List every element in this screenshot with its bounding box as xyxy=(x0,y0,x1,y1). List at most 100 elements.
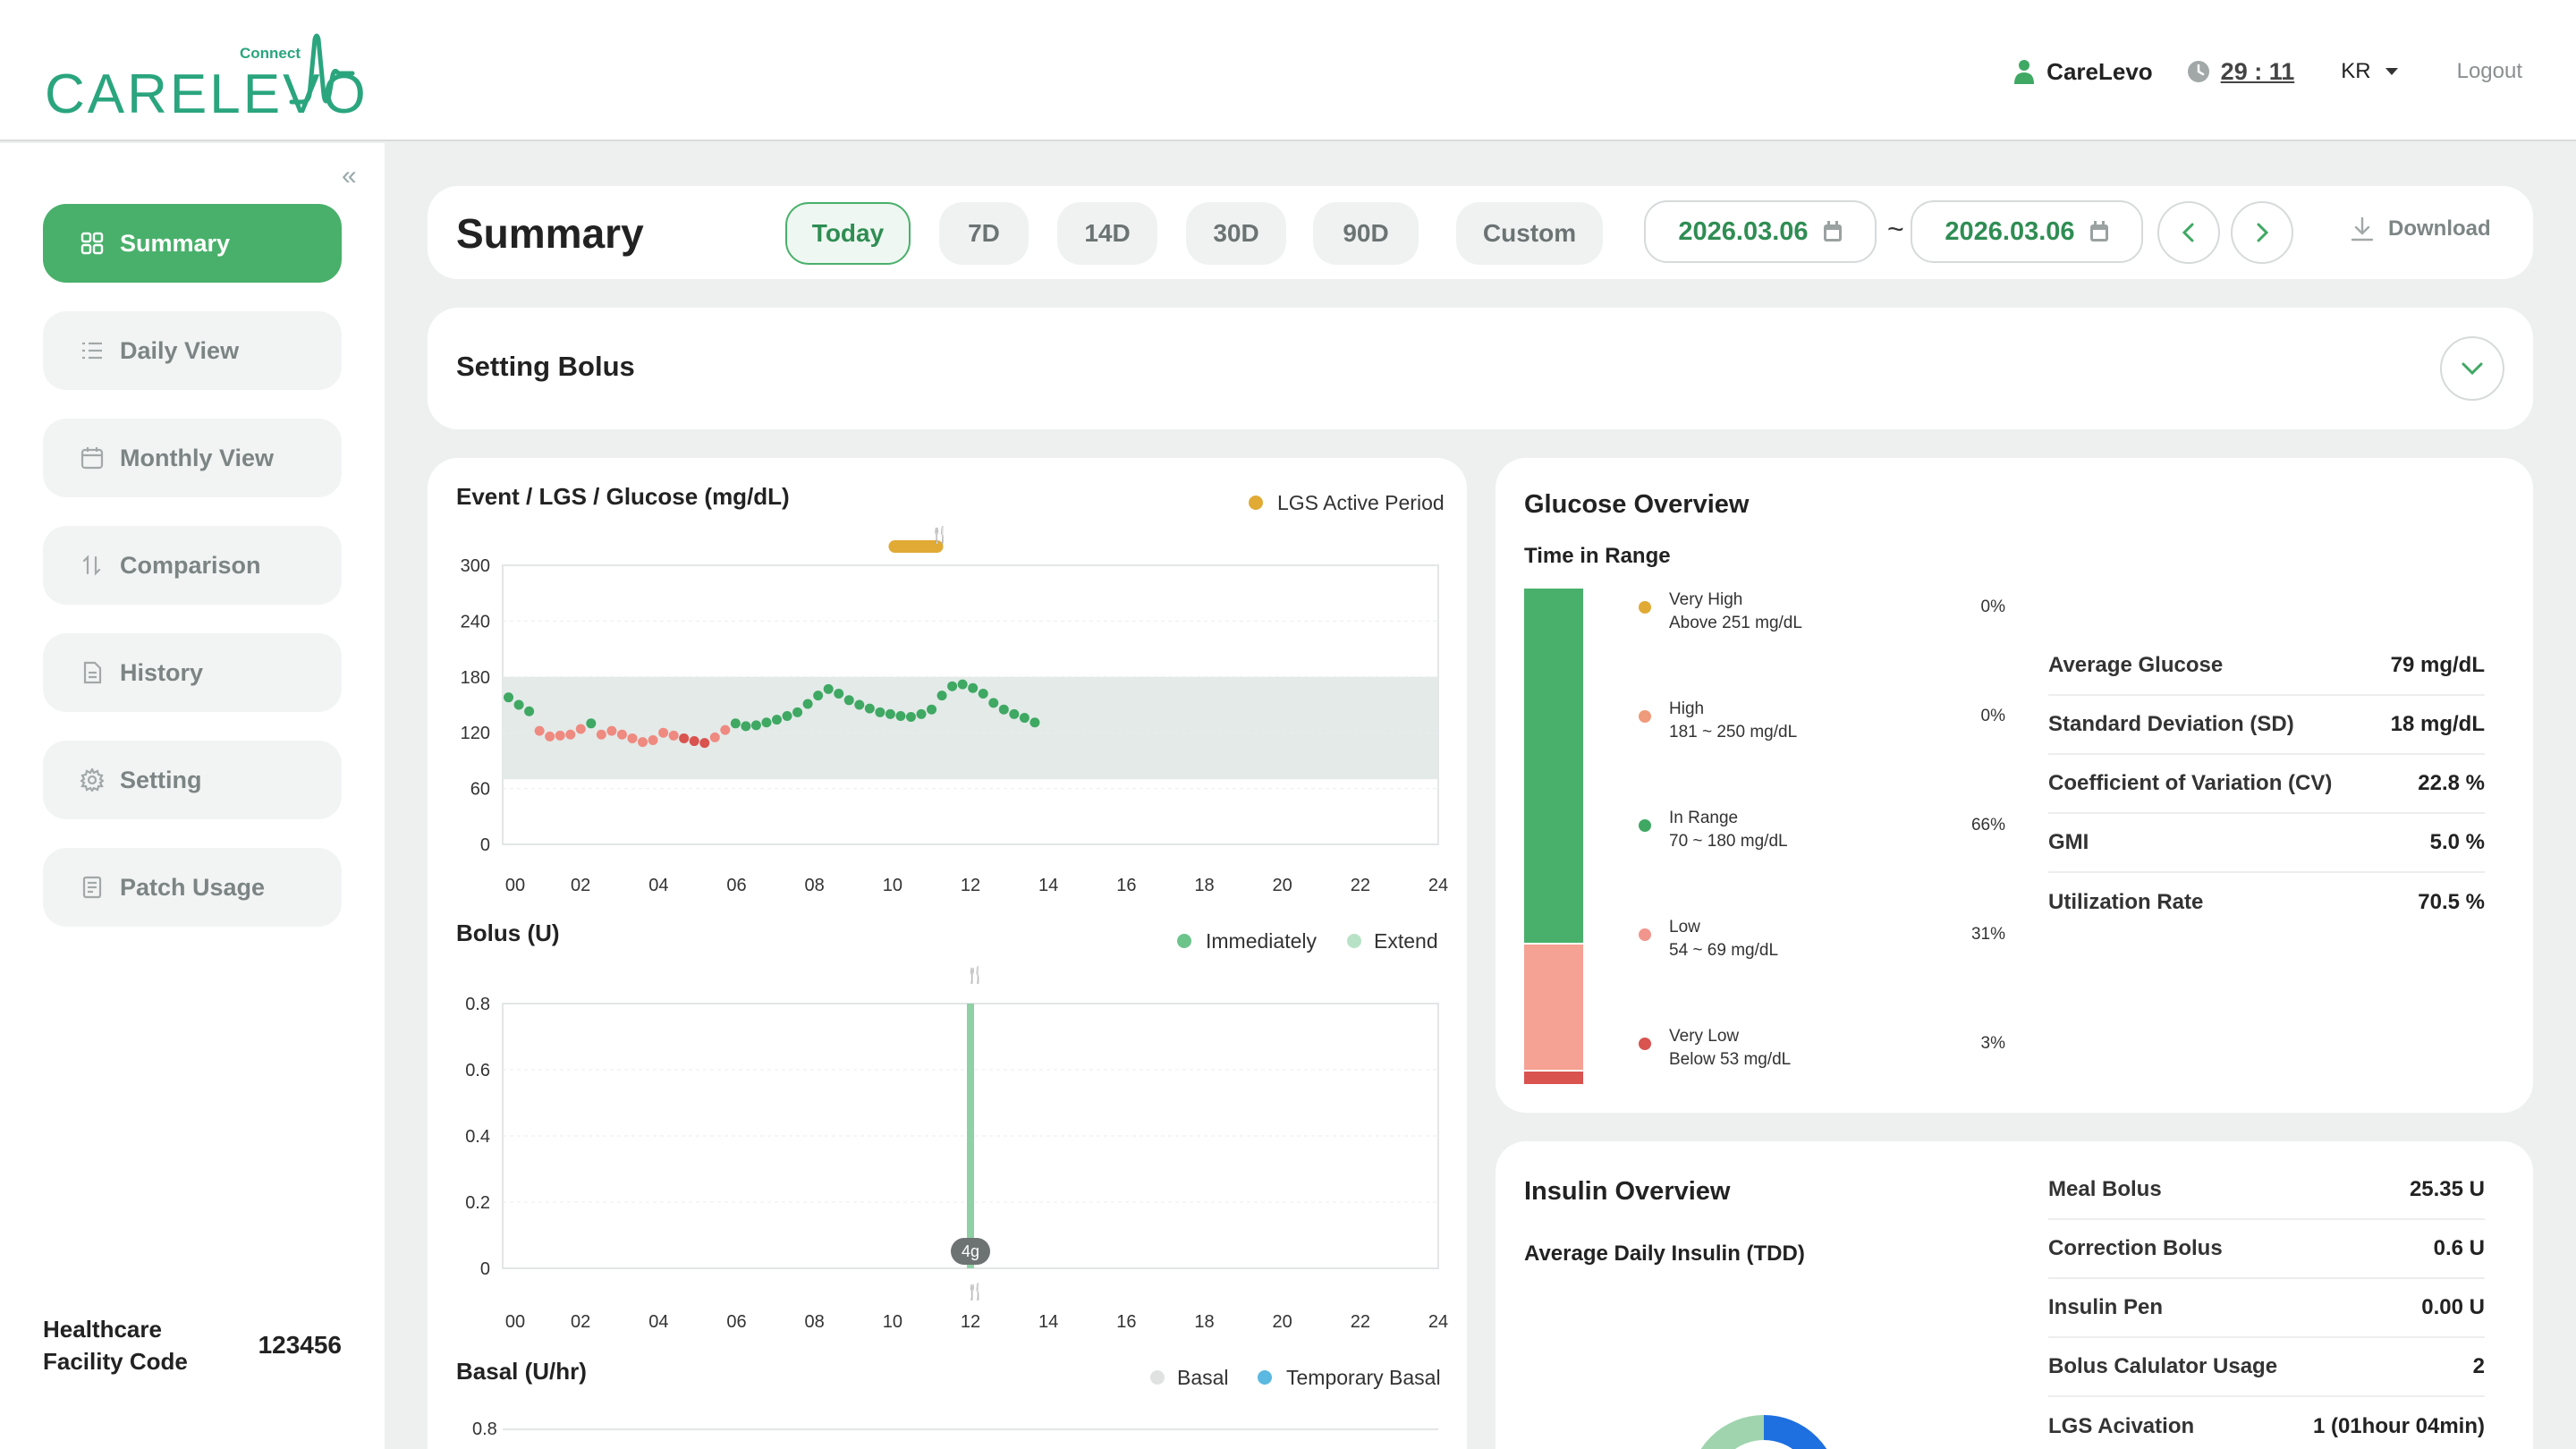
setting-bolus-panel: Setting Bolus xyxy=(428,308,2533,429)
stat-label: LGS Acivation xyxy=(2048,1414,2195,1438)
setting-bolus-title: Setting Bolus xyxy=(456,351,635,382)
tdd-label: Average Daily Insulin (TDD) xyxy=(1524,1241,1805,1266)
sidebar-item-label: History xyxy=(120,658,204,686)
temp-basal-legend-dot xyxy=(1258,1370,1272,1385)
tir-label: Very High xyxy=(1669,590,1743,609)
glucose-plot: 🍴 xyxy=(503,525,1438,790)
download-button[interactable]: Download xyxy=(2351,216,2491,242)
bolus-y-axis: 0.8 0.6 0.4 0.2 0 xyxy=(465,995,490,1279)
range-30d-button[interactable]: 30D xyxy=(1186,202,1286,265)
glucose-x-tick: 24 xyxy=(1428,876,1448,895)
meal-event-icon: 🍴 xyxy=(965,1282,985,1301)
session-timer[interactable]: 29 : 11 xyxy=(2187,57,2295,86)
glucose-point xyxy=(905,712,916,723)
range-7d-button[interactable]: 7D xyxy=(939,202,1029,265)
range-90d-button[interactable]: 90D xyxy=(1313,202,1419,265)
bolus-x-tick: 00 xyxy=(505,1312,525,1332)
collapse-sidebar-icon[interactable]: « xyxy=(342,161,357,191)
glucose-x-tick: 12 xyxy=(961,876,980,895)
immediately-legend-label: Immediately xyxy=(1206,929,1317,953)
expand-setting-bolus-button[interactable] xyxy=(2440,336,2504,401)
stat-value: 2 xyxy=(2472,1354,2485,1378)
carelevo-logo[interactable]: Connect CARELEVO xyxy=(45,32,367,125)
range-today-button[interactable]: Today xyxy=(785,202,911,265)
user-menu[interactable]: CareLevo xyxy=(2014,58,2153,86)
glucose-point xyxy=(771,715,782,725)
glucose-x-tick: 14 xyxy=(1038,876,1058,895)
stat-value: 70.5 % xyxy=(2418,890,2485,914)
basal-legend-label: Basal xyxy=(1177,1366,1229,1389)
glucose-y-tick: 240 xyxy=(461,612,490,631)
stat-standard-deviation: Standard Deviation (SD) 18 mg/dL xyxy=(2048,696,2485,755)
end-date-picker[interactable]: 2026.03.06 xyxy=(1911,200,2143,263)
glucose-point xyxy=(750,720,761,731)
stat-label: Bolus Calulator Usage xyxy=(2048,1354,2278,1378)
language-select[interactable]: KR xyxy=(2341,59,2398,84)
sidebar-item-comparison[interactable]: Comparison xyxy=(43,526,342,605)
sidebar-item-monthly-view[interactable]: Monthly View xyxy=(43,419,342,497)
extend-legend-label: Extend xyxy=(1374,929,1438,953)
glucose-x-tick: 20 xyxy=(1273,876,1292,895)
sidebar-item-label: Comparison xyxy=(120,551,261,579)
meal-event-icon: 🍴 xyxy=(965,965,985,985)
sidebar-item-daily-view[interactable]: Daily View xyxy=(43,311,342,390)
sidebar-item-label: Summary xyxy=(120,229,231,257)
tir-pct: 3% xyxy=(1980,1034,2005,1053)
sidebar-item-history[interactable]: History xyxy=(43,633,342,712)
immediately-legend-dot xyxy=(1177,934,1191,948)
start-date-picker[interactable]: 2026.03.06 xyxy=(1644,200,1877,263)
next-period-button[interactable] xyxy=(2231,201,2293,264)
tir-low-text: Low 54 ~ 69 mg/dL xyxy=(1669,916,1935,962)
glucose-y-tick: 0 xyxy=(480,835,490,855)
stat-utilization-rate: Utilization Rate 70.5 % xyxy=(2048,873,2485,932)
glucose-point xyxy=(689,736,699,747)
glucose-point xyxy=(545,731,555,741)
glucose-point xyxy=(720,724,731,735)
tdd-donut-segment-basal xyxy=(1763,1415,1827,1449)
glucose-point xyxy=(947,681,958,691)
user-icon xyxy=(2014,60,2035,84)
glucose-point xyxy=(1030,717,1040,728)
lgs-active-period-bar xyxy=(888,540,944,553)
glucose-point xyxy=(968,682,979,693)
sidebar-item-setting[interactable]: Setting xyxy=(43,741,342,819)
event-charts-panel: Event / LGS / Glucose (mg/dL) LGS Active… xyxy=(428,458,1467,1449)
range-14d-button[interactable]: 14D xyxy=(1057,202,1157,265)
sidebar-item-summary[interactable]: Summary xyxy=(43,204,342,283)
glucose-point xyxy=(699,738,710,749)
date-separator: ~ xyxy=(1887,213,1904,245)
clock-icon xyxy=(2187,61,2209,82)
range-custom-button[interactable]: Custom xyxy=(1456,202,1603,265)
glucose-point xyxy=(709,732,720,742)
high-dot xyxy=(1639,710,1651,723)
glucose-point xyxy=(524,706,535,716)
timer-value: 29 : 11 xyxy=(2220,57,2295,85)
glucose-x-tick: 08 xyxy=(805,876,825,895)
glucose-point xyxy=(998,704,1009,715)
event-charts-svg: Event / LGS / Glucose (mg/dL) LGS Active… xyxy=(456,483,1448,1439)
glucose-point xyxy=(864,703,875,714)
tdd-donut-chart xyxy=(1700,1415,1827,1449)
logo-connect-text: Connect xyxy=(240,45,301,62)
glucose-stats-table: Average Glucose 79 mg/dL Standard Deviati… xyxy=(2048,637,2485,932)
stat-label: Insulin Pen xyxy=(2048,1295,2164,1319)
logout-button[interactable]: Logout xyxy=(2456,59,2522,83)
meal-event-icon: 🍴 xyxy=(930,525,950,545)
glucose-x-axis: 00 02 04 06 08 10 12 14 16 18 20 22 24 xyxy=(505,876,1448,895)
stat-value: 1 (01hour 04min) xyxy=(2312,1414,2485,1438)
time-in-range-title: Time in Range xyxy=(1524,544,1671,568)
glucose-point xyxy=(782,710,792,721)
end-date-value: 2026.03.06 xyxy=(1945,216,2075,246)
glucose-point xyxy=(813,691,824,701)
glucose-overview-panel: Glucose Overview Time in Range Very High… xyxy=(1496,458,2533,1113)
glucose-point xyxy=(575,724,586,734)
basal-chart-title: Basal (U/hr) xyxy=(456,1358,587,1385)
stat-value: 22.8 % xyxy=(2418,771,2485,795)
sidebar-item-patch-usage[interactable]: Patch Usage xyxy=(43,848,342,927)
language-value: KR xyxy=(2341,59,2371,83)
glucose-y-axis: 300 240 180 120 60 0 xyxy=(461,556,490,855)
previous-period-button[interactable] xyxy=(2157,201,2220,264)
tir-very-high-row: Very High Above 251 mg/dL 0% xyxy=(1639,589,2005,635)
stat-coefficient-variation: Coefficient of Variation (CV) 22.8 % xyxy=(2048,755,2485,814)
clipboard-icon xyxy=(82,876,102,899)
